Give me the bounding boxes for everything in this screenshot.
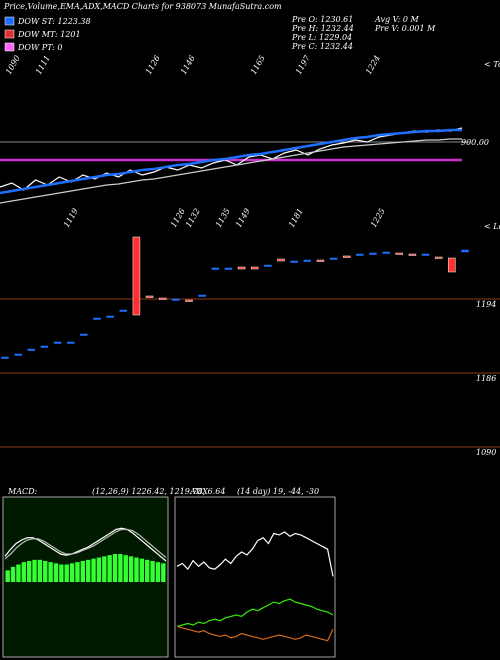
candle bbox=[1, 356, 9, 359]
series-line bbox=[176, 625, 334, 642]
candle bbox=[172, 298, 180, 301]
candle bbox=[421, 253, 430, 256]
candle bbox=[158, 297, 167, 300]
candle bbox=[80, 333, 88, 336]
histogram-bar bbox=[80, 561, 85, 582]
candle bbox=[356, 253, 364, 256]
histogram-bar bbox=[102, 556, 107, 582]
stat: Pre C: 1232.44 bbox=[291, 42, 353, 51]
series-line bbox=[4, 527, 167, 562]
level-label: 1194 bbox=[476, 300, 496, 309]
histogram-bar bbox=[10, 566, 16, 582]
candle bbox=[316, 259, 325, 262]
histogram-bar bbox=[32, 559, 37, 582]
series-line bbox=[0, 138, 462, 204]
histogram-bar bbox=[53, 563, 59, 582]
candle bbox=[250, 266, 259, 270]
histogram-bar bbox=[16, 564, 21, 582]
histogram-bar bbox=[43, 561, 48, 582]
histogram-bar bbox=[86, 559, 91, 582]
histogram-bar bbox=[91, 558, 96, 582]
candle bbox=[382, 251, 390, 254]
histogram-bar bbox=[21, 562, 26, 582]
panel-annotation: < Lows bbox=[484, 222, 500, 231]
candle bbox=[237, 266, 246, 270]
stat: Pre H: 1232.44 bbox=[291, 24, 354, 33]
panel-annotation: < Tops bbox=[484, 60, 500, 69]
histogram-bar bbox=[161, 563, 166, 582]
candle bbox=[106, 315, 114, 318]
stat: Pre L: 1229.04 bbox=[291, 33, 352, 42]
candle bbox=[395, 252, 404, 255]
level-label: 1186 bbox=[476, 374, 496, 383]
candle bbox=[211, 267, 220, 270]
legend-swatch bbox=[4, 16, 15, 26]
panel-subtitle: (12,26,9) 1226.42, 1219.78, 6.64 bbox=[92, 487, 225, 496]
candle bbox=[27, 348, 36, 351]
candle bbox=[290, 260, 298, 263]
histogram-bar bbox=[59, 564, 64, 582]
candle bbox=[198, 294, 206, 297]
series-line bbox=[4, 528, 167, 560]
candle bbox=[224, 267, 233, 270]
candle bbox=[93, 317, 101, 320]
histogram-bar bbox=[26, 561, 32, 582]
panel-title: ADX bbox=[189, 487, 208, 496]
candle bbox=[264, 264, 272, 267]
candle bbox=[14, 353, 22, 356]
stat: Pre V: 0.001 M bbox=[374, 24, 436, 33]
candle bbox=[185, 299, 193, 302]
candle bbox=[119, 309, 128, 312]
candle bbox=[132, 236, 141, 316]
histogram-bar bbox=[96, 557, 102, 582]
page-title: Price,Volume,EMA,ADX,MACD Charts for 938… bbox=[3, 2, 282, 11]
histogram-bar bbox=[75, 562, 80, 582]
panel-title: MACD: bbox=[7, 487, 38, 496]
histogram-bar bbox=[128, 556, 134, 582]
legend-label: DOW PT: 0 bbox=[17, 43, 63, 52]
histogram-bar bbox=[112, 554, 118, 582]
candle bbox=[277, 258, 285, 262]
panel-frame bbox=[174, 496, 336, 658]
histogram-bar bbox=[107, 555, 112, 582]
series-line bbox=[176, 531, 334, 577]
histogram-bar bbox=[5, 570, 10, 582]
candle bbox=[342, 255, 351, 258]
legend-swatch bbox=[4, 29, 15, 39]
reference-label: 900.00 bbox=[461, 138, 489, 147]
candle bbox=[408, 253, 417, 256]
legend-label: DOW ST: 1223.38 bbox=[17, 17, 91, 26]
candle bbox=[448, 257, 456, 273]
stat: Avg V: 0 M bbox=[374, 15, 419, 24]
candle bbox=[145, 295, 154, 298]
candle bbox=[303, 259, 312, 262]
legend-label: DOW MT: 1201 bbox=[17, 30, 81, 39]
histogram-bar bbox=[134, 557, 139, 582]
series-line bbox=[0, 127, 463, 191]
candle bbox=[53, 341, 62, 344]
histogram-bar bbox=[155, 562, 161, 582]
histogram-bar bbox=[145, 559, 150, 582]
series-line bbox=[176, 598, 334, 627]
stat: Pre O: 1230.61 bbox=[291, 15, 353, 24]
panel-subtitle: (14 day) 19, -44, -30 bbox=[237, 487, 319, 496]
histogram-bar bbox=[64, 564, 69, 582]
level-label: 1090 bbox=[476, 448, 496, 457]
candle bbox=[66, 341, 75, 344]
candle bbox=[329, 257, 338, 260]
candle bbox=[434, 256, 443, 259]
histogram-bar bbox=[69, 563, 75, 582]
candle bbox=[461, 249, 469, 253]
histogram-bar bbox=[37, 559, 43, 582]
histogram-bar bbox=[118, 554, 123, 582]
candle bbox=[369, 252, 377, 255]
histogram-bar bbox=[150, 561, 155, 582]
series-line bbox=[0, 128, 462, 195]
histogram-bar bbox=[48, 562, 53, 582]
histogram-bar bbox=[139, 558, 145, 582]
legend-swatch bbox=[4, 42, 15, 52]
candle bbox=[40, 345, 49, 348]
histogram-bar bbox=[123, 555, 128, 582]
